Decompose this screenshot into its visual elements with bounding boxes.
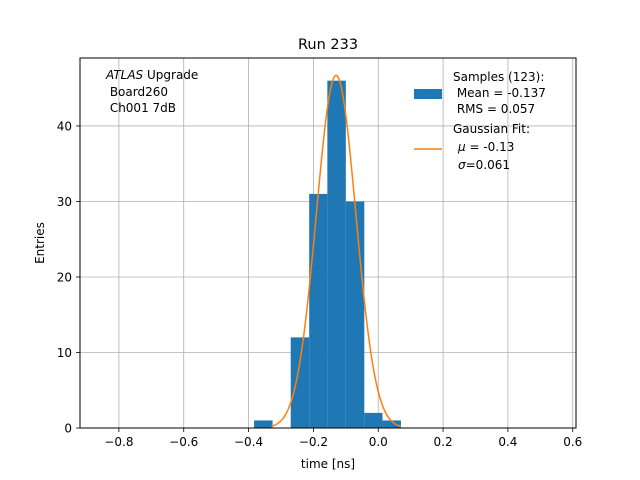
legend-sigma-label: σ=0.061 <box>458 158 510 172</box>
gaussian-fit-curve <box>271 74 402 428</box>
legend-mu-label: μ = -0.13 <box>457 140 514 154</box>
histogram-bar <box>364 412 383 428</box>
x-tick-label: −0.2 <box>299 435 328 449</box>
annotation-line-1: ATLAS Upgrade <box>105 68 198 82</box>
y-tick-label: 40 <box>57 119 72 133</box>
x-tick-label: −0.8 <box>104 435 133 449</box>
x-tick-label: 0.6 <box>563 435 582 449</box>
legend: Samples (123): Mean = -0.137 RMS = 0.057… <box>414 70 546 172</box>
x-axis-ticks: −0.8 −0.6 −0.4 −0.2 0.0 0.2 0.4 0.6 <box>104 428 582 449</box>
histogram-bar <box>382 420 401 428</box>
atlas-annotation: ATLAS Upgrade Board260 Ch001 7dB <box>105 68 198 115</box>
legend-fit-label: Gaussian Fit: <box>453 122 530 136</box>
y-tick-label: 10 <box>57 346 72 360</box>
x-tick-label: 0.0 <box>369 435 388 449</box>
x-tick-label: 0.2 <box>434 435 453 449</box>
legend-mu-value: = -0.13 <box>466 140 515 154</box>
annotation-channel: Ch001 7dB <box>106 101 176 115</box>
chart-title: Run 233 <box>298 37 358 53</box>
y-tick-label: 30 <box>57 195 72 209</box>
annotation-board: Board260 <box>106 85 168 99</box>
legend-mean-label: Mean = -0.137 <box>453 86 546 100</box>
y-tick-label: 0 <box>64 422 72 436</box>
histogram-bar <box>345 201 365 428</box>
histogram-bar <box>254 420 273 428</box>
legend-mu-symbol: μ <box>457 140 466 154</box>
histogram-bar <box>327 80 346 428</box>
y-axis-ticks: 0 10 20 30 40 <box>57 119 80 436</box>
legend-rms-label: RMS = 0.057 <box>453 102 535 116</box>
y-tick-label: 20 <box>57 270 72 284</box>
x-tick-label: 0.4 <box>498 435 517 449</box>
annotation-atlas: ATLAS <box>105 68 144 82</box>
y-axis-label: Entries <box>33 222 47 264</box>
annotation-upgrade: Upgrade <box>143 68 198 82</box>
legend-sigma-symbol: σ <box>458 158 466 172</box>
legend-samples-label: Samples (123): <box>453 70 544 84</box>
histogram-bars <box>254 80 401 428</box>
plot-frame <box>79 57 577 429</box>
legend-swatch-samples <box>414 89 442 99</box>
x-tick-label: −0.6 <box>169 435 198 449</box>
histogram-bar <box>290 337 310 428</box>
histogram-bar <box>309 193 328 428</box>
x-tick-label: −0.4 <box>234 435 263 449</box>
legend-sigma-value: =0.061 <box>466 158 510 172</box>
x-axis-label: time [ns] <box>301 457 355 471</box>
